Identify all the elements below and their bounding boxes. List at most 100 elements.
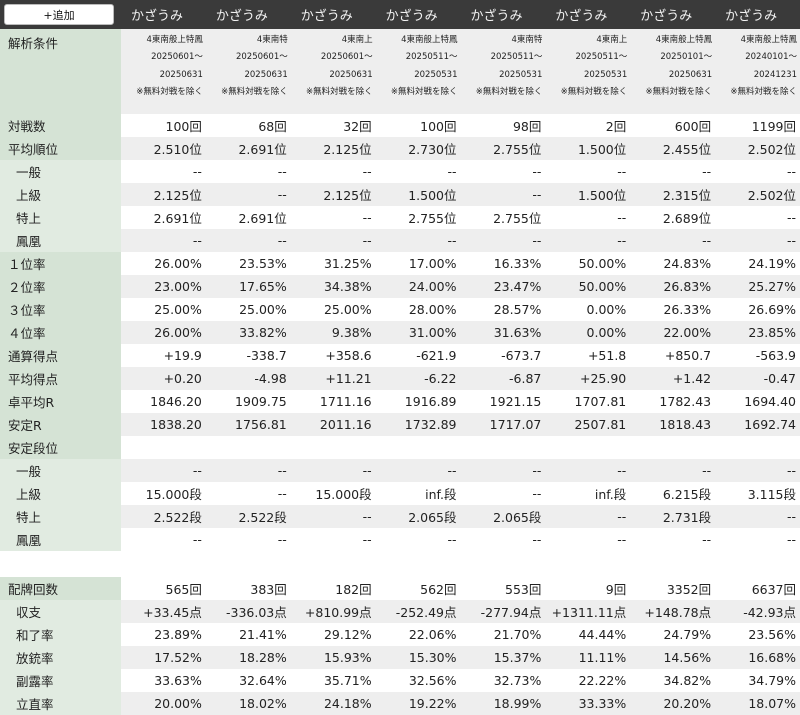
column-header: かざうみ: [630, 0, 716, 29]
value-cell: 9.38%: [290, 321, 376, 344]
condition-start: 20240101～: [745, 52, 797, 63]
condition-end: 20250631: [244, 69, 288, 80]
value-cell: 2.755位: [460, 137, 546, 160]
value-cell: -338.7: [205, 344, 291, 367]
value-cell: --: [715, 160, 800, 183]
condition-note: ※無料対戦を除く: [475, 87, 543, 98]
value-cell: --: [545, 459, 631, 482]
row-label: 放銃率: [0, 646, 121, 669]
value-cell: 2.522段: [205, 505, 291, 528]
condition-start: 20250601～: [151, 52, 203, 63]
value-cell: 2.455位: [630, 137, 716, 160]
value-cell: 34.82%: [630, 669, 716, 692]
value-cell: 553回: [460, 577, 546, 600]
value-cell: 26.33%: [630, 298, 716, 321]
value-cell: +148.78点: [630, 600, 716, 623]
value-cell: 1921.15: [460, 390, 546, 413]
value-cell: -621.9: [375, 344, 461, 367]
value-cell: --: [715, 459, 800, 482]
value-cell: +19.9: [121, 344, 206, 367]
value-cell: +11.21: [290, 367, 376, 390]
condition-start: 20250511～: [490, 52, 543, 63]
value-cell: --: [460, 160, 546, 183]
value-cell: 2.065段: [375, 505, 461, 528]
value-cell: 16.68%: [715, 646, 800, 669]
value-cell: --: [460, 459, 546, 482]
condition-end: 20250631: [159, 69, 203, 80]
value-cell: --: [460, 528, 546, 551]
condition-note: ※無料対戦を除く: [136, 87, 203, 98]
table-row: 特上 2.691位 2.691位 -- 2.755位 2.755位 -- 2.689位 --: [0, 206, 800, 229]
value-cell: --: [545, 528, 631, 551]
table-row: 立直率 20.00% 18.02% 24.18% 19.22% 18.99% 33.33% 2…: [0, 692, 800, 715]
column-header: かざうみ: [715, 0, 800, 29]
value-cell: --: [121, 459, 206, 482]
value-cell: 23.47%: [460, 275, 546, 298]
table-row: 和了率 23.89% 21.41% 29.12% 22.06% 21.70% 44.44% 2…: [0, 623, 800, 646]
value-cell: 1707.81: [545, 390, 631, 413]
value-cell: -42.93点: [715, 600, 800, 623]
condition-end: 20250531: [499, 69, 543, 80]
value-cell: 1711.16: [290, 390, 376, 413]
row-label: 和了率: [0, 623, 121, 646]
value-cell: [715, 436, 800, 459]
value-cell: --: [545, 505, 631, 528]
value-cell: 1717.07: [460, 413, 546, 436]
value-cell: 1199回: [715, 114, 800, 137]
value-cell: +33.45点: [121, 600, 206, 623]
value-cell: +0.20: [121, 367, 206, 390]
value-cell: --: [375, 528, 461, 551]
value-cell: 16.33%: [460, 252, 546, 275]
condition-start: 20250601～: [320, 52, 373, 63]
value-cell: 15.000段: [290, 482, 376, 505]
table-row: 通算得点 +19.9 -338.7 +358.6 -621.9 -673.7 +51.8 +8…: [0, 344, 800, 367]
value-cell: 18.02%: [205, 692, 291, 715]
value-cell: 2.755位: [375, 206, 461, 229]
value-cell: 26.00%: [121, 252, 206, 275]
value-cell: 17.52%: [121, 646, 206, 669]
column-header: かざうみ: [205, 0, 291, 29]
condition-note: ※無料対戦を除く: [730, 87, 797, 98]
value-cell: --: [630, 459, 716, 482]
value-cell: +358.6: [290, 344, 376, 367]
value-cell: 15.000段: [121, 482, 206, 505]
value-cell: 23.00%: [121, 275, 206, 298]
row-label: ４位率: [0, 321, 121, 344]
row-label: 特上: [0, 206, 121, 229]
value-cell: 50.00%: [545, 252, 631, 275]
spacer-row: [0, 551, 800, 577]
row-label: 安定R: [0, 413, 121, 436]
value-cell: 29.12%: [290, 623, 376, 646]
value-cell: 1818.43: [630, 413, 716, 436]
value-cell: 20.00%: [121, 692, 206, 715]
spacer-cell: [0, 551, 800, 577]
value-cell: 21.70%: [460, 623, 546, 646]
value-cell: 68回: [205, 114, 291, 137]
value-cell: 22.22%: [545, 669, 631, 692]
row-label: 収支: [0, 600, 121, 623]
condition-rule: 4東南般上特鳳: [146, 35, 203, 45]
add-button[interactable]: +追加: [4, 4, 114, 25]
value-cell: 14.56%: [630, 646, 716, 669]
value-cell: 1846.20: [121, 390, 206, 413]
row-label: 一般: [0, 160, 121, 183]
value-cell: 100回: [375, 114, 461, 137]
value-cell: --: [205, 482, 291, 505]
value-cell: 2.125位: [290, 183, 376, 206]
table-row: ４位率 26.00% 33.82% 9.38% 31.00% 31.63% 0.00% 22.…: [0, 321, 800, 344]
value-cell: [375, 436, 461, 459]
value-cell: 25.00%: [205, 298, 291, 321]
table-row: 対戦数 100回 68回 32回 100回 98回 2回 600回 1199回: [0, 114, 800, 137]
value-cell: --: [545, 160, 631, 183]
table-row: 上級 2.125位 -- 2.125位 1.500位 -- 1.500位 2.315位 2.50…: [0, 183, 800, 206]
condition-end: 20250531: [583, 69, 628, 80]
value-cell: --: [290, 229, 376, 252]
value-cell: --: [630, 229, 716, 252]
value-cell: 31.25%: [290, 252, 376, 275]
value-cell: 3.115段: [715, 482, 800, 505]
condition-end: 20241231: [753, 69, 797, 80]
value-cell: 15.93%: [290, 646, 376, 669]
value-cell: +1.42: [630, 367, 716, 390]
value-cell: --: [460, 183, 546, 206]
value-cell: +51.8: [545, 344, 631, 367]
